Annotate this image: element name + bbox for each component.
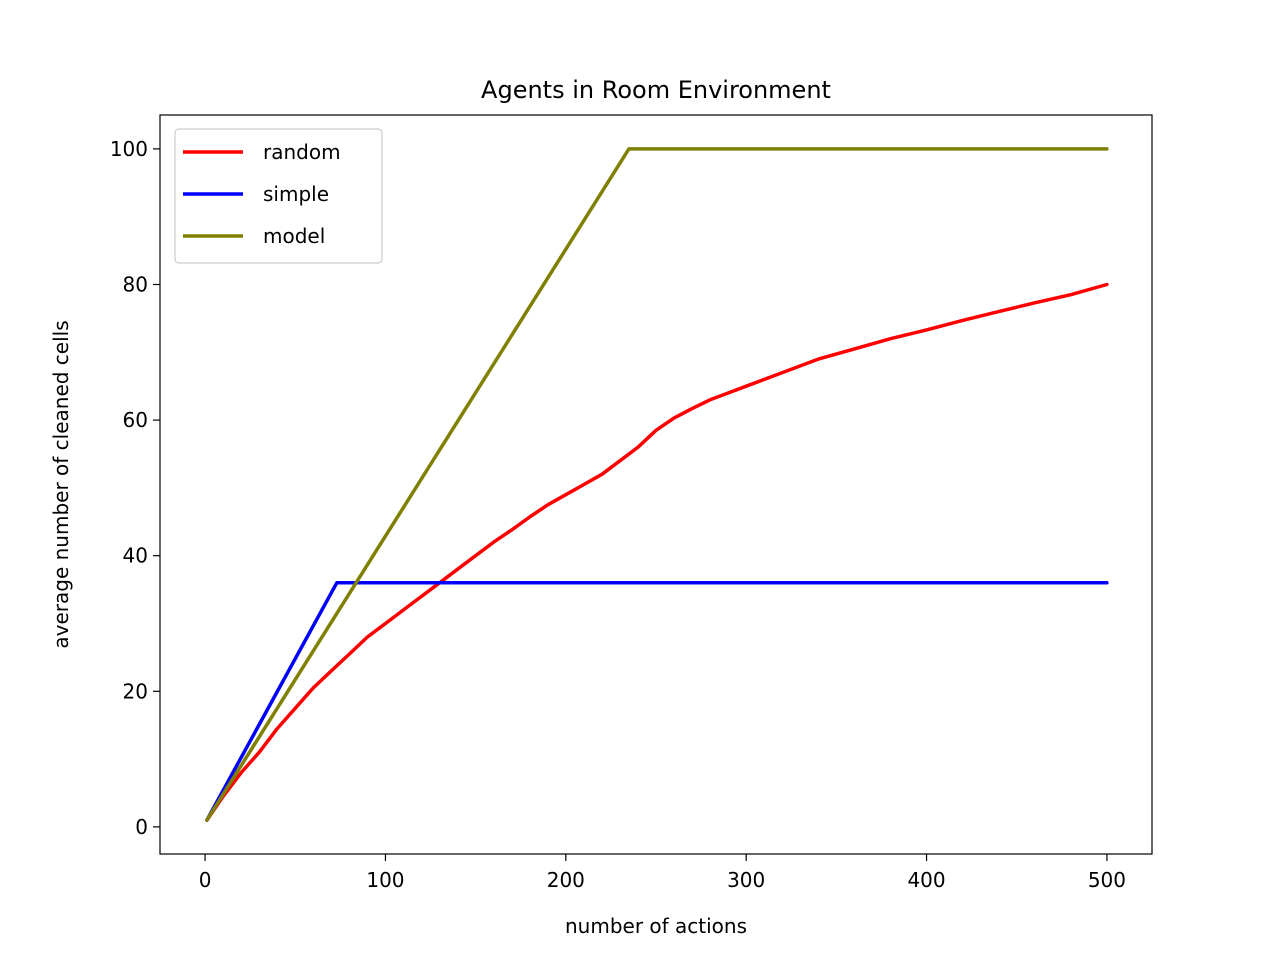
y-tick-label: 40: [123, 544, 148, 568]
chart-title: Agents in Room Environment: [481, 76, 831, 104]
legend-label-model: model: [263, 224, 325, 248]
x-tick-label: 300: [727, 868, 765, 892]
y-tick-label: 80: [123, 272, 148, 296]
y-tick-label: 20: [123, 679, 148, 703]
x-tick-label: 400: [907, 868, 945, 892]
series-line-simple: [205, 581, 1109, 822]
series-line-random: [205, 282, 1109, 822]
x-tick-label: 500: [1088, 868, 1126, 892]
y-tick-label: 100: [110, 137, 148, 161]
y-tick-label: 60: [123, 408, 148, 432]
x-axis-title: number of actions: [565, 914, 747, 938]
series-line-model: [205, 147, 1109, 822]
legend-label-random: random: [263, 140, 341, 164]
legend-label-simple: simple: [263, 182, 329, 206]
y-axis: 0 20 40 60 80 100: [110, 137, 160, 839]
x-axis: 0 100 200 300 400 500: [199, 854, 1126, 892]
legend-box: [174, 128, 383, 264]
series-layer: [205, 147, 1109, 822]
x-tick-label: 0: [199, 868, 212, 892]
legend: random simple model: [174, 128, 383, 264]
x-tick-label: 200: [547, 868, 585, 892]
y-tick-label: 0: [135, 815, 148, 839]
y-axis-title: average number of cleaned cells: [49, 320, 73, 648]
x-tick-label: 100: [366, 868, 404, 892]
